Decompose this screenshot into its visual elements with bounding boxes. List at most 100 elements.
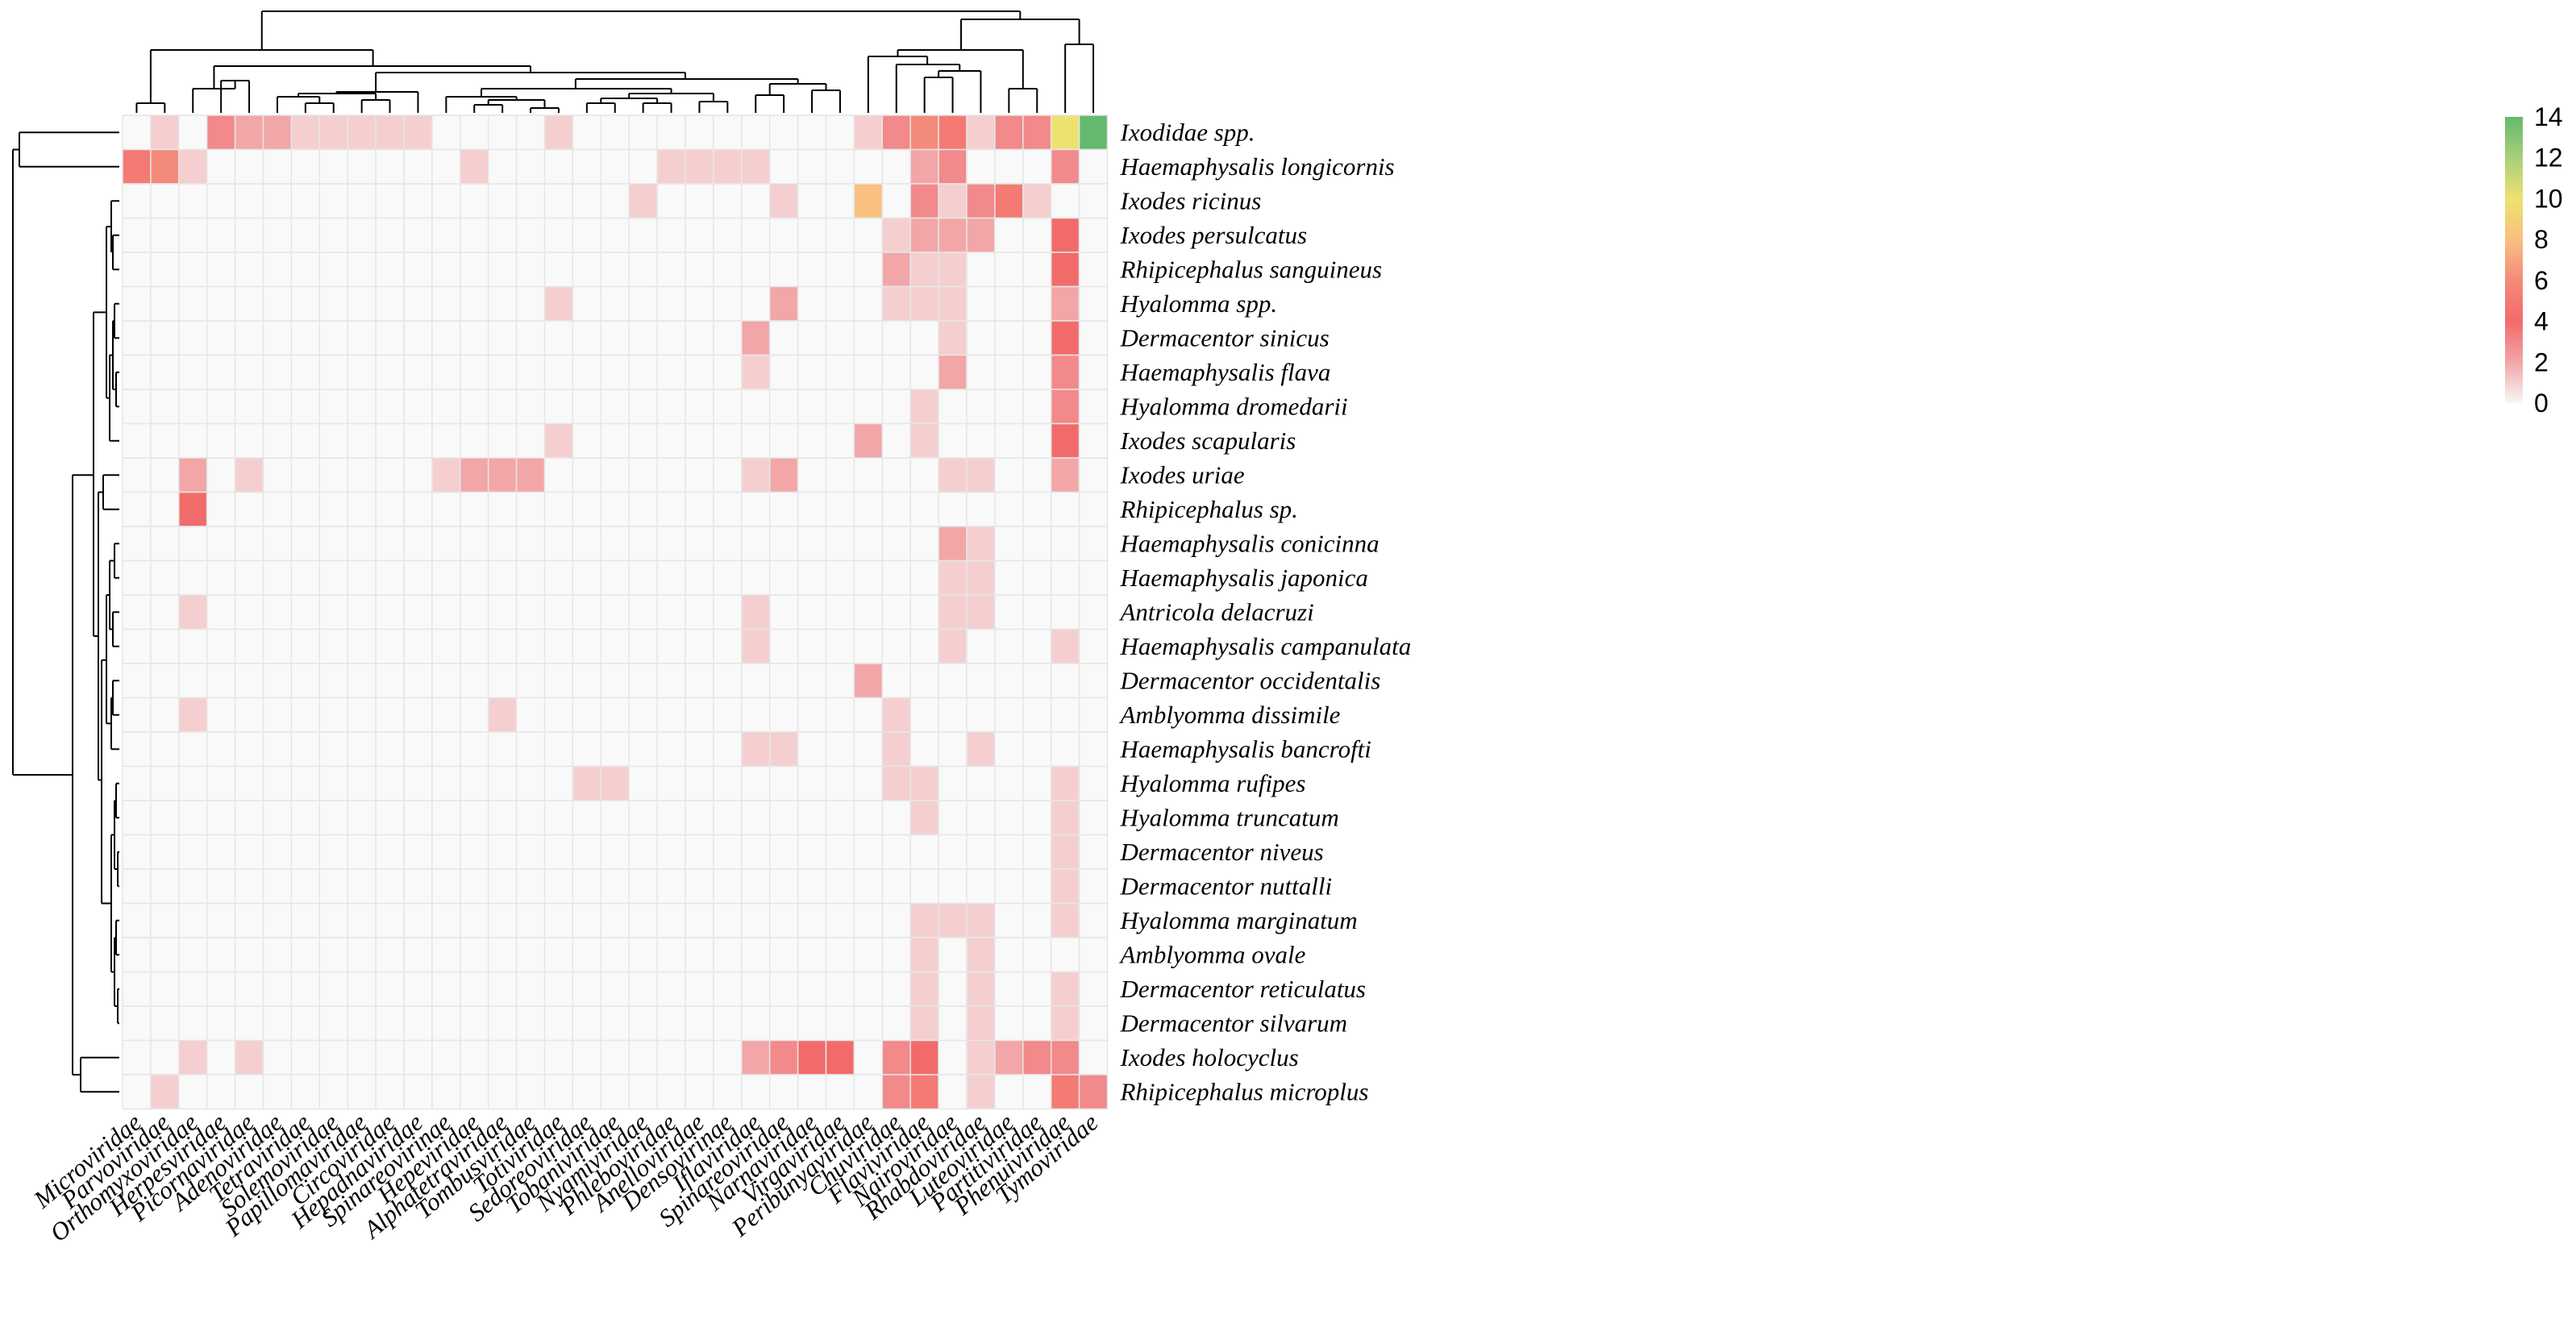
heatmap-cell: [572, 526, 602, 562]
heatmap-cell: [206, 800, 236, 836]
heatmap-cell: [797, 971, 827, 1007]
heatmap-cell: [290, 765, 321, 801]
heatmap-cell: [909, 148, 939, 185]
heatmap-cell: [881, 491, 911, 527]
heatmap-cell: [206, 731, 236, 768]
heatmap-cell: [768, 491, 799, 527]
heatmap-cell: [262, 148, 293, 185]
heatmap-cell: [431, 765, 461, 801]
heatmap-cell: [1078, 1005, 1109, 1042]
heatmap-cell: [938, 1005, 968, 1042]
heatmap-cell: [600, 765, 630, 801]
heatmap-cell: [685, 217, 714, 253]
colorbar: [2505, 117, 2523, 403]
heatmap-cell: [1022, 457, 1052, 493]
heatmap-cell: [150, 834, 180, 870]
heatmap-cell: [825, 834, 855, 870]
heatmap-cell: [741, 252, 771, 288]
heatmap-cell: [150, 354, 180, 390]
heatmap-cell: [375, 1074, 405, 1110]
heatmap-cell: [403, 114, 433, 151]
heatmap-cell: [460, 148, 489, 185]
heatmap-cell: [768, 765, 799, 801]
heatmap-cell: [825, 868, 855, 905]
heatmap-cell: [375, 594, 405, 630]
heatmap-cell: [628, 114, 658, 151]
heatmap-cell: [909, 354, 939, 390]
heatmap-cell: [966, 148, 996, 185]
heatmap-cell: [797, 765, 827, 801]
heatmap-cell: [150, 697, 180, 733]
heatmap-cell: [741, 834, 771, 870]
heatmap-cell: [600, 148, 630, 185]
heatmap-cell: [487, 526, 518, 562]
heatmap-cell: [487, 354, 518, 390]
heatmap-cell: [1078, 320, 1109, 356]
heatmap-cell: [600, 285, 630, 322]
heatmap-cell: [206, 320, 236, 356]
heatmap-cell: [234, 1005, 264, 1042]
heatmap-cell: [1022, 285, 1052, 322]
heatmap-cell: [178, 971, 208, 1007]
heatmap-cell: [741, 902, 771, 938]
heatmap-cell: [150, 1005, 180, 1042]
heatmap-cell: [150, 1074, 180, 1110]
heatmap-cell: [431, 1039, 461, 1075]
heatmap-cell: [122, 526, 152, 562]
heatmap-cell: [347, 800, 377, 836]
heatmap-cell: [572, 320, 602, 356]
row-dendrogram: [12, 131, 119, 1093]
heatmap-cell: [1050, 663, 1080, 699]
heatmap-cell: [515, 148, 546, 185]
heatmap-cell: [768, 971, 799, 1007]
heatmap-cell: [234, 800, 264, 836]
heatmap-cell: [347, 1005, 377, 1042]
heatmap-cell: [685, 765, 714, 801]
heatmap-cell: [966, 902, 996, 938]
heatmap-cell: [375, 560, 405, 596]
heatmap-cell: [543, 560, 574, 596]
row-label: Dermacentor silvarum: [1120, 1009, 1348, 1037]
heatmap-cell: [656, 628, 686, 664]
heatmap-cell: [515, 697, 546, 733]
heatmap-cell: [122, 1005, 152, 1042]
heatmap-cell: [966, 389, 996, 425]
heatmap-cell: [768, 320, 799, 356]
heatmap-cell: [347, 148, 377, 185]
heatmap-cell: [347, 971, 377, 1007]
heatmap-cell: [515, 971, 546, 1007]
heatmap-cell: [543, 457, 574, 493]
heatmap-cell: [797, 389, 827, 425]
heatmap-cell: [122, 594, 152, 630]
heatmap-cell: [656, 526, 686, 562]
heatmap-cell: [543, 902, 574, 938]
heatmap-cell: [515, 594, 546, 630]
heatmap-cell: [487, 765, 518, 801]
heatmap-cell: [206, 663, 236, 699]
heatmap-cell: [825, 663, 855, 699]
heatmap-cell: [122, 971, 152, 1007]
heatmap-cell: [403, 1005, 433, 1042]
heatmap-cell: [318, 971, 348, 1007]
heatmap-cell: [966, 663, 996, 699]
heatmap-cell: [318, 1074, 348, 1110]
heatmap-cell: [656, 422, 686, 459]
heatmap-cell: [347, 937, 377, 973]
heatmap-cell: [938, 868, 968, 905]
heatmap-cell: [938, 183, 968, 219]
heatmap-cell: [375, 389, 405, 425]
heatmap-cell: [685, 148, 714, 185]
heatmap-cell: [881, 868, 911, 905]
heatmap-cell: [909, 252, 939, 288]
heatmap-cell: [656, 1039, 686, 1075]
heatmap-cell: [797, 320, 827, 356]
heatmap-cell: [290, 526, 321, 562]
heatmap-cell: [797, 183, 827, 219]
heatmap-cell: [262, 902, 293, 938]
heatmap-cell: [966, 354, 996, 390]
heatmap-cell: [881, 834, 911, 870]
heatmap-cell: [1022, 183, 1052, 219]
heatmap-cell: [741, 526, 771, 562]
heatmap-cell: [1022, 320, 1052, 356]
heatmap-cell: [768, 834, 799, 870]
